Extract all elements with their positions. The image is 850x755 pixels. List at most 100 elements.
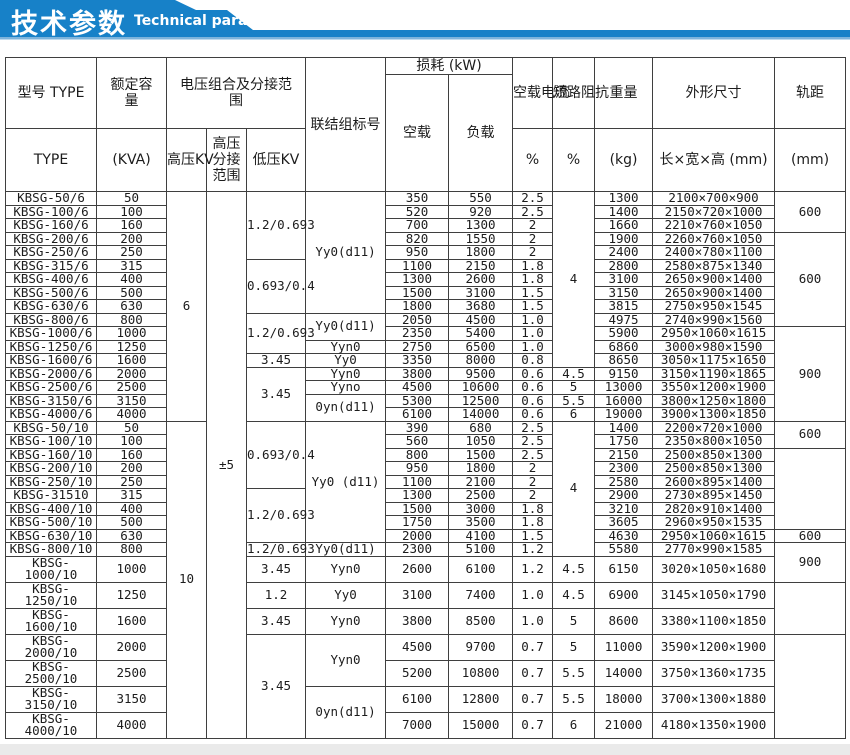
cell-type: KBSG-800/6: [5, 312, 97, 328]
cell-capacity: 800: [96, 312, 167, 328]
header-dimensions: 外形尺寸: [652, 56, 776, 130]
cell-dimensions: 3050×1175×1650: [652, 353, 776, 368]
cell-capacity: 250: [96, 474, 167, 490]
cell-tap: ±5: [206, 191, 247, 739]
cell-gauge: 900: [774, 542, 847, 583]
cell-capacity: 1600: [96, 353, 167, 368]
cell-current: 1.8: [512, 272, 554, 287]
cell-dimensions: 3150×1190×1865: [652, 366, 776, 382]
cell-capacity: 315: [96, 258, 167, 274]
cell-type: KBSG-160/10: [5, 447, 97, 463]
cell-weight: 1300: [594, 191, 654, 206]
table-row: KBSG-3150/6 3150 0yn(d11) 5300 12500 0.6 5.5 16…: [5, 393, 846, 422]
cell-load: 6100: [448, 555, 514, 583]
cell-weight: 6900: [594, 581, 654, 609]
cell-type: KBSG-1000/6: [5, 326, 97, 341]
cell-dimensions: 3550×1200×1900: [652, 380, 776, 395]
cell-weight: 2580: [594, 474, 654, 490]
cell-current: 2.5: [512, 447, 554, 463]
cell-dimensions: 2400×780×1100: [652, 245, 776, 260]
cell-dimensions: 2730×895×1450: [652, 488, 776, 503]
cell-load: 680: [448, 420, 514, 436]
cell-dimensions: 3020×1050×1680: [652, 555, 776, 583]
cell-noload: 5200: [385, 659, 450, 687]
table-row: KBSG-250/6 250 950 1800 2 2400 2400×780×1100: [5, 245, 846, 260]
cell-load: 3100: [448, 285, 514, 301]
cell-impedance: 4.5: [552, 581, 596, 609]
cell-connection: Yy0(d11): [305, 312, 387, 341]
cell-current: 0.6: [512, 380, 554, 395]
table-row: KBSG-50/6 50 6 ±5 1.2/0.693 Yy0(d11) 350 550 2.5…: [5, 191, 847, 739]
cell-current: 1.8: [512, 515, 554, 530]
cell-capacity: 500: [96, 285, 167, 301]
table-row: KBSG-1250/10 1250 1.2 Yy0 3100 7400 1.0 4.5 6900…: [5, 581, 847, 635]
cell-load: 15000: [448, 711, 514, 739]
cell-type: KBSG-250/10: [5, 474, 97, 490]
cell-type: KBSG-315/6: [5, 258, 97, 274]
cell-weight: 21000: [594, 711, 654, 739]
cell-load: 8000: [448, 353, 514, 368]
cell-dimensions: 3900×1300×1850: [652, 407, 776, 422]
cell-capacity: 200: [96, 231, 167, 247]
cell-dimensions: 2580×875×1340: [652, 258, 776, 274]
cell-weight: 18000: [594, 685, 654, 713]
cell-dimensions: 3750×1360×1735: [652, 659, 776, 687]
banner-shape-graphic: [0, 0, 850, 40]
header-voltage-group: 电压组合及分接范围: [165, 56, 307, 130]
header-impedance: 短路阻抗: [552, 56, 609, 130]
cell-capacity: 315: [96, 488, 167, 503]
cell-noload: 3800: [385, 607, 450, 635]
cell-type: KBSG-50/6: [5, 191, 97, 206]
cell-load: 1550: [448, 231, 514, 247]
cell-noload: 7000: [385, 711, 450, 739]
cell-dimensions: 2200×720×1000: [652, 420, 776, 436]
cell-type: KBSG-400/10: [5, 501, 97, 517]
cell-weight: 1900: [594, 231, 654, 247]
cell-load: 8500: [448, 607, 514, 635]
cell-current: 1.2: [512, 555, 554, 583]
header-noload-current: 空载电流: [512, 56, 569, 130]
cell-load: 2150: [448, 258, 514, 274]
header-noload-loss: 空载: [385, 74, 450, 193]
cell-load: 1800: [448, 245, 514, 260]
cell-weight: 8650: [594, 353, 654, 368]
cell-current: 1.5: [512, 299, 554, 314]
cell-current: 0.7: [512, 685, 554, 713]
cell-capacity: 400: [96, 272, 167, 287]
cell-capacity: 2000: [96, 366, 167, 382]
table-row: KBSG-4000/10 4000 7000 15000 0.7 6 21000 4180×1…: [5, 711, 846, 739]
cell-current: 0.6: [512, 393, 554, 409]
table-row: KBSG-315/6 315 0.693/0.4 1100 2150 1.8 2800 258…: [5, 258, 846, 314]
cell-dimensions: 2750×950×1545: [652, 299, 776, 314]
table-row: KBSG-400/6 400 1300 2600 1.8 3100 2650×900×140…: [5, 272, 846, 287]
cell-type: KBSG-500/6: [5, 285, 97, 301]
table-row: KBSG-4000/6 4000 6100 14000 0.6 6 19000 3900×13…: [5, 407, 846, 422]
cell-capacity: 3150: [96, 393, 167, 409]
cell-type: KBSG-100/10: [5, 434, 97, 449]
cell-impedance: 6: [552, 407, 596, 422]
cell-hv: 10: [166, 420, 207, 739]
cell-noload: 2350: [385, 326, 450, 341]
cell-noload: 560: [385, 434, 450, 449]
cell-connection: Yy0(d11): [305, 191, 387, 314]
cell-capacity: 1600: [96, 607, 167, 635]
cell-impedance: 4.5: [552, 555, 596, 583]
cell-current: 2.5: [512, 204, 554, 220]
cell-capacity: 1250: [96, 581, 167, 609]
cell-current: 1.5: [512, 285, 554, 301]
cell-current: 1.0: [512, 339, 554, 355]
cell-gauge: 600: [774, 191, 847, 233]
cell-load: 12800: [448, 685, 514, 713]
cell-capacity: 3150: [96, 685, 167, 713]
cell-capacity: 800: [96, 542, 167, 557]
cell-capacity: 50: [96, 420, 167, 436]
cell-dimensions: 2740×990×1560: [652, 312, 776, 328]
cell-gauge: 900: [774, 326, 847, 422]
header-hv-tap: 高压分接范围: [206, 128, 247, 193]
cell-type: KBSG-2500/10: [5, 659, 97, 687]
cell-noload: 3100: [385, 581, 450, 609]
cell-current: 0.7: [512, 711, 554, 739]
cell-capacity: 1000: [96, 326, 167, 341]
cell-weight: 11000: [594, 633, 654, 661]
cell-type: KBSG-800/10: [5, 542, 97, 557]
